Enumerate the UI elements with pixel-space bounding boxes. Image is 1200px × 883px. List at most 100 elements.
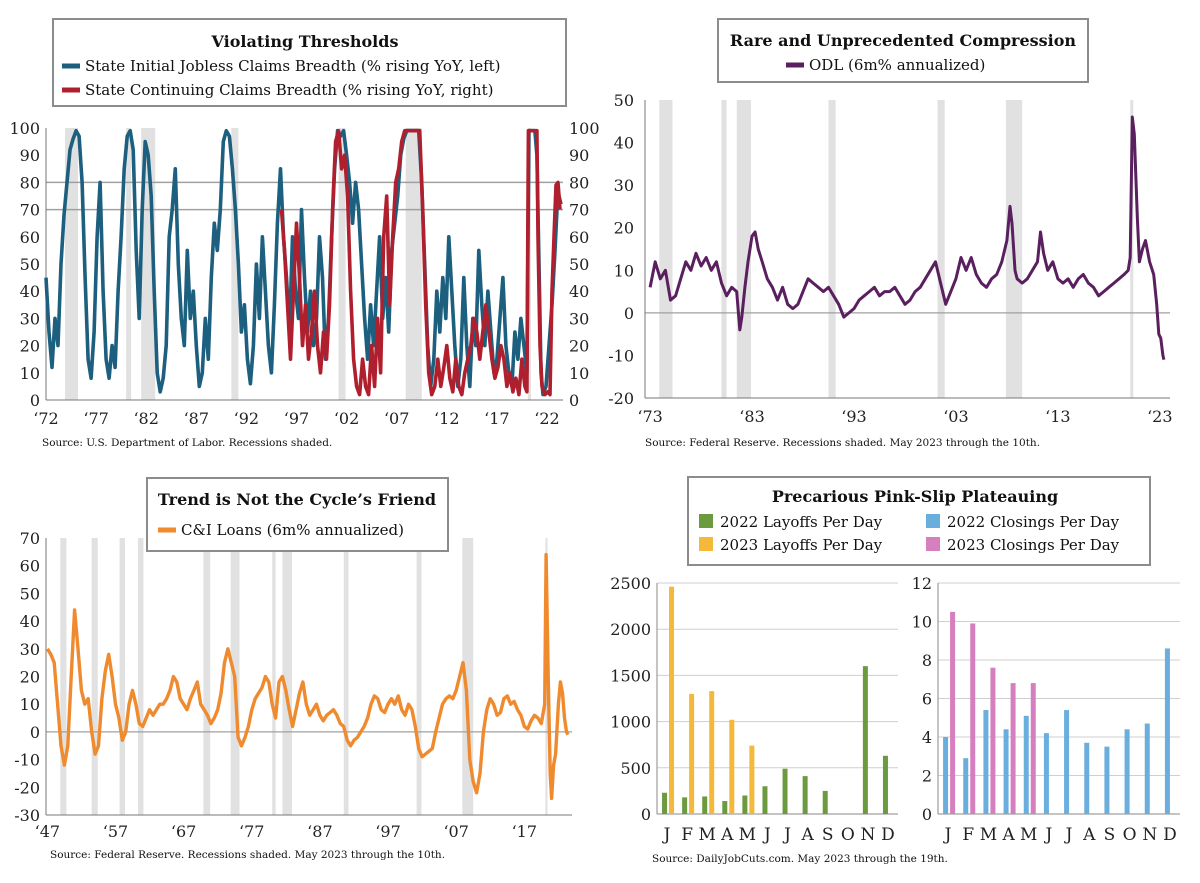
legend-label-2023-closings: 2023 Closings Per Day bbox=[947, 536, 1120, 554]
x-tick-label: ‘77 bbox=[239, 822, 264, 841]
x-tick-label: ‘73 bbox=[637, 407, 662, 426]
series-line-0 bbox=[45, 552, 570, 801]
legend-label-initial-claims: State Initial Jobless Claims Breadth (% … bbox=[85, 57, 501, 75]
recession-band bbox=[126, 128, 132, 400]
chart-title: Rare and Unprecedented Compression bbox=[730, 31, 1077, 50]
x-tick-label: ‘67 bbox=[171, 822, 196, 841]
recession-band bbox=[119, 538, 126, 815]
legend-swatch-2022-closings bbox=[926, 514, 940, 528]
bar-0 bbox=[762, 786, 768, 814]
x-tick-label: ‘13 bbox=[1045, 407, 1070, 426]
recession-band bbox=[338, 128, 346, 400]
recession-band bbox=[203, 538, 211, 815]
bar-0 bbox=[782, 768, 788, 814]
bar-0 bbox=[662, 792, 668, 814]
y-tick-label: -10 bbox=[14, 751, 40, 770]
plot-area bbox=[644, 100, 1170, 399]
x-tick-label: ‘07 bbox=[384, 409, 409, 428]
bar-1 bbox=[950, 611, 956, 814]
bar-0 bbox=[722, 801, 728, 814]
chart-rare-compression: 50 40 30 20 10 0 -10 -20‘73 ‘83 ‘93 ‘03 ‘13 ‘23 Rare… bbox=[608, 18, 1173, 449]
x-tick-label: D bbox=[881, 825, 895, 845]
x-tick-label: ‘87 bbox=[307, 822, 332, 841]
chart-source: Source: Federal Reserve. Recessions shad… bbox=[50, 849, 445, 861]
x-tick-label: D bbox=[1163, 825, 1177, 845]
legend-box: Precarious Pink-Slip Plateauing 2022 Lay… bbox=[687, 476, 1151, 566]
bar-1 bbox=[749, 745, 755, 814]
legend-swatch-2023-layoffs bbox=[699, 537, 713, 551]
x-tick-label: J bbox=[1064, 825, 1073, 845]
x-tick-label: ‘92 bbox=[234, 409, 259, 428]
x-tick-label: O bbox=[841, 825, 855, 845]
y2-tick-label: 80 bbox=[569, 173, 589, 192]
x-tick-label: O bbox=[1123, 825, 1137, 845]
plot-area bbox=[44, 128, 563, 401]
recession-band bbox=[60, 538, 67, 815]
x-tick-label: S bbox=[1104, 825, 1116, 845]
bar-0 bbox=[1003, 729, 1009, 814]
x-tick-label: ‘47 bbox=[35, 822, 60, 841]
y-tick-label: 40 bbox=[20, 282, 40, 301]
y-tick-label: 30 bbox=[20, 640, 40, 659]
y2-tick-label: 40 bbox=[569, 282, 589, 301]
y-tick-label: 10 bbox=[912, 613, 932, 632]
recession-band bbox=[462, 538, 474, 815]
x-tick-label: M bbox=[1020, 825, 1037, 845]
x-tick-label: A bbox=[1082, 825, 1096, 845]
y-tick-label: 20 bbox=[20, 668, 40, 687]
bar-0 bbox=[1164, 648, 1170, 814]
y-tick-label: 60 bbox=[20, 228, 40, 247]
x-tick-label: ‘72 bbox=[33, 409, 58, 428]
bar-0 bbox=[702, 796, 708, 814]
x-tick-label: ‘17 bbox=[484, 409, 509, 428]
y-tick-label: 100 bbox=[9, 119, 40, 138]
y-tick-label: 0 bbox=[30, 391, 40, 410]
y-tick-label: 80 bbox=[20, 173, 40, 192]
y-tick-label: 50 bbox=[20, 584, 40, 603]
bar-0 bbox=[742, 795, 748, 814]
y-tick-label: 50 bbox=[614, 91, 634, 110]
legend-box: Rare and Unprecedented Compression ODL (… bbox=[717, 18, 1089, 83]
y-tick-label: 1000 bbox=[610, 713, 651, 732]
y-tick-label: 50 bbox=[20, 255, 40, 274]
y-tick-label: 2500 bbox=[610, 574, 651, 593]
bar-0 bbox=[943, 737, 949, 814]
y-tick-label: 70 bbox=[20, 529, 40, 548]
x-tick-label: ‘83 bbox=[739, 407, 764, 426]
recession-band bbox=[659, 100, 673, 398]
bar-0 bbox=[862, 666, 868, 814]
x-tick-label: ‘03 bbox=[943, 407, 968, 426]
recession-band bbox=[137, 538, 144, 815]
series-line-0 bbox=[44, 128, 563, 397]
x-tick-label: N bbox=[860, 825, 875, 845]
bar-0 bbox=[1124, 729, 1130, 814]
recession-band bbox=[231, 128, 239, 400]
x-tick-label: ‘93 bbox=[841, 407, 866, 426]
y-tick-label: 4 bbox=[922, 728, 932, 747]
chart-source: Source: U.S. Department of Labor. Recess… bbox=[42, 437, 332, 449]
y-tick-label: 8 bbox=[922, 651, 932, 670]
bar-1 bbox=[709, 691, 715, 814]
x-tick-label: ‘23 bbox=[1147, 407, 1172, 426]
y-tick-label: 40 bbox=[20, 612, 40, 631]
y-tick-label: 40 bbox=[614, 134, 634, 153]
chart-title: Violating Thresholds bbox=[211, 32, 399, 51]
y-tick-label: 90 bbox=[20, 146, 40, 165]
y-tick-label: -30 bbox=[14, 806, 40, 825]
chart-violating-thresholds: 1009080706050403020100100908070605040302… bbox=[9, 18, 600, 449]
x-tick-label: J bbox=[943, 825, 952, 845]
y2-tick-label: 20 bbox=[569, 337, 589, 356]
legend-label-continuing-claims: State Continuing Claims Breadth (% risin… bbox=[85, 81, 493, 99]
x-tick-label: ‘02 bbox=[334, 409, 359, 428]
legend-swatch-2023-closings bbox=[926, 537, 940, 551]
x-tick-label: ‘77 bbox=[83, 409, 108, 428]
recession-band bbox=[416, 538, 422, 815]
y-tick-label: -20 bbox=[608, 389, 634, 408]
y-tick-label: 500 bbox=[620, 759, 651, 778]
y2-tick-label: 50 bbox=[569, 255, 589, 274]
x-tick-label: F bbox=[962, 825, 974, 845]
bar-0 bbox=[963, 758, 969, 814]
x-tick-label: M bbox=[980, 825, 997, 845]
y-tick-label: 30 bbox=[20, 309, 40, 328]
